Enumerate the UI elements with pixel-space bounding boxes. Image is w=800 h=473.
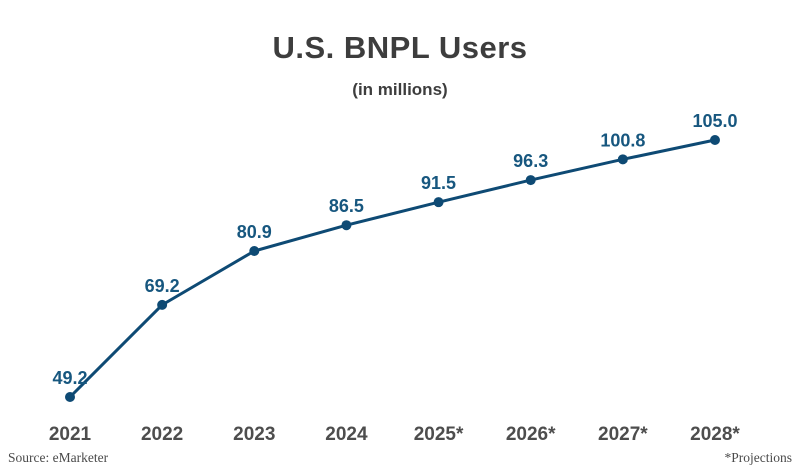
x-tick-label: 2026* — [506, 424, 556, 445]
data-point — [709, 135, 720, 146]
data-label: 91.5 — [421, 173, 456, 193]
chart-subtitle: (in millions) — [352, 80, 448, 99]
data-point — [65, 392, 75, 402]
x-tick-label: 2021 — [49, 424, 92, 445]
data-point — [341, 220, 352, 231]
data-label: 86.5 — [329, 196, 364, 216]
trend-line — [68, 138, 717, 399]
projections-footnote: *Projections — [724, 450, 793, 465]
data-label: 105.0 — [692, 111, 737, 131]
x-tick-label: 2028* — [690, 424, 740, 445]
chart-title: U.S. BNPL Users — [272, 30, 528, 65]
x-tick-label: 2027* — [598, 424, 648, 445]
data-label: 96.3 — [513, 151, 548, 171]
data-label: 69.2 — [145, 276, 180, 296]
x-tick-label: 2025* — [414, 424, 464, 445]
data-point — [525, 175, 536, 186]
x-tick-label: 2024 — [325, 424, 368, 445]
data-point — [617, 154, 628, 165]
data-point — [157, 299, 168, 310]
source-note: Source: eMarketer — [8, 450, 109, 465]
data-label: 49.2 — [52, 368, 87, 388]
data-point — [249, 245, 260, 256]
x-tick-label: 2022 — [141, 424, 183, 445]
data-point — [433, 197, 444, 208]
x-tick-label: 2023 — [233, 424, 275, 445]
data-label: 80.9 — [237, 222, 272, 242]
data-label: 100.8 — [600, 130, 645, 150]
